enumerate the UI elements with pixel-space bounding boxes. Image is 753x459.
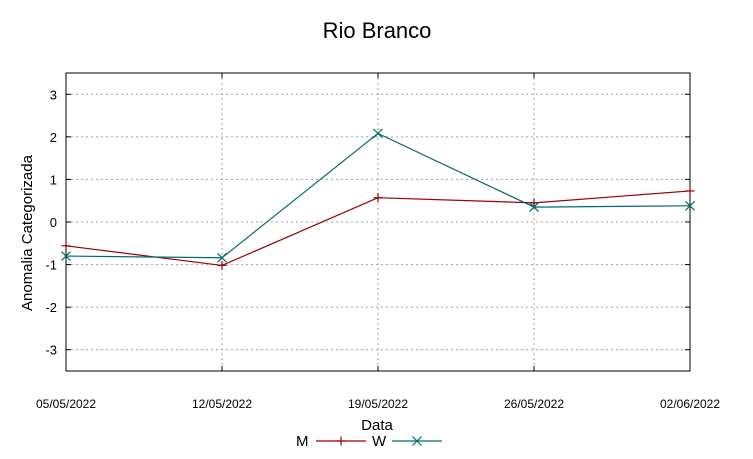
y-tick-label: 0: [50, 215, 57, 230]
data-point-w: [529, 202, 539, 213]
plot-frame: [65, 72, 691, 372]
marker-stroke: [61, 251, 71, 261]
data-point-m: [373, 193, 383, 203]
x-tick-label: 19/05/2022: [348, 397, 408, 411]
x-tick-label: 02/06/2022: [660, 397, 720, 411]
y-tick-label: -2: [45, 300, 57, 315]
marker-stroke: [373, 128, 383, 139]
marker-stroke: [685, 200, 695, 211]
y-tick-label: 1: [50, 172, 57, 187]
data-point-m: [529, 198, 539, 208]
marker-stroke: [529, 202, 539, 213]
legend-marker-m: [336, 436, 346, 446]
y-tick-label: -3: [45, 343, 57, 358]
x-axis-label: Data: [361, 417, 393, 434]
x-tick-label: 26/05/2022: [504, 397, 564, 411]
marker-stroke: [217, 252, 227, 263]
data-point-w: [685, 200, 695, 211]
y-axis-label: Anomalia Categorizada: [19, 154, 36, 311]
y-tick-label: -1: [45, 258, 57, 273]
data-point-m: [217, 260, 227, 270]
x-tick-label: 05/05/2022: [36, 397, 96, 411]
y-tick-label: 3: [50, 87, 57, 102]
data-point-m: [685, 186, 695, 196]
legend-label-m: M: [296, 433, 309, 450]
marker-stroke: [412, 436, 422, 446]
legend-label-w: W: [372, 433, 387, 450]
legend-marker-w: [412, 436, 422, 446]
x-tick-label: 12/05/2022: [192, 397, 252, 411]
y-tick-label: 2: [50, 130, 57, 145]
data-point-w: [373, 128, 383, 139]
data-point-w: [217, 252, 227, 263]
data-point-w: [61, 251, 71, 261]
data-point-m: [61, 241, 71, 251]
chart-title: Rio Branco: [323, 18, 432, 43]
